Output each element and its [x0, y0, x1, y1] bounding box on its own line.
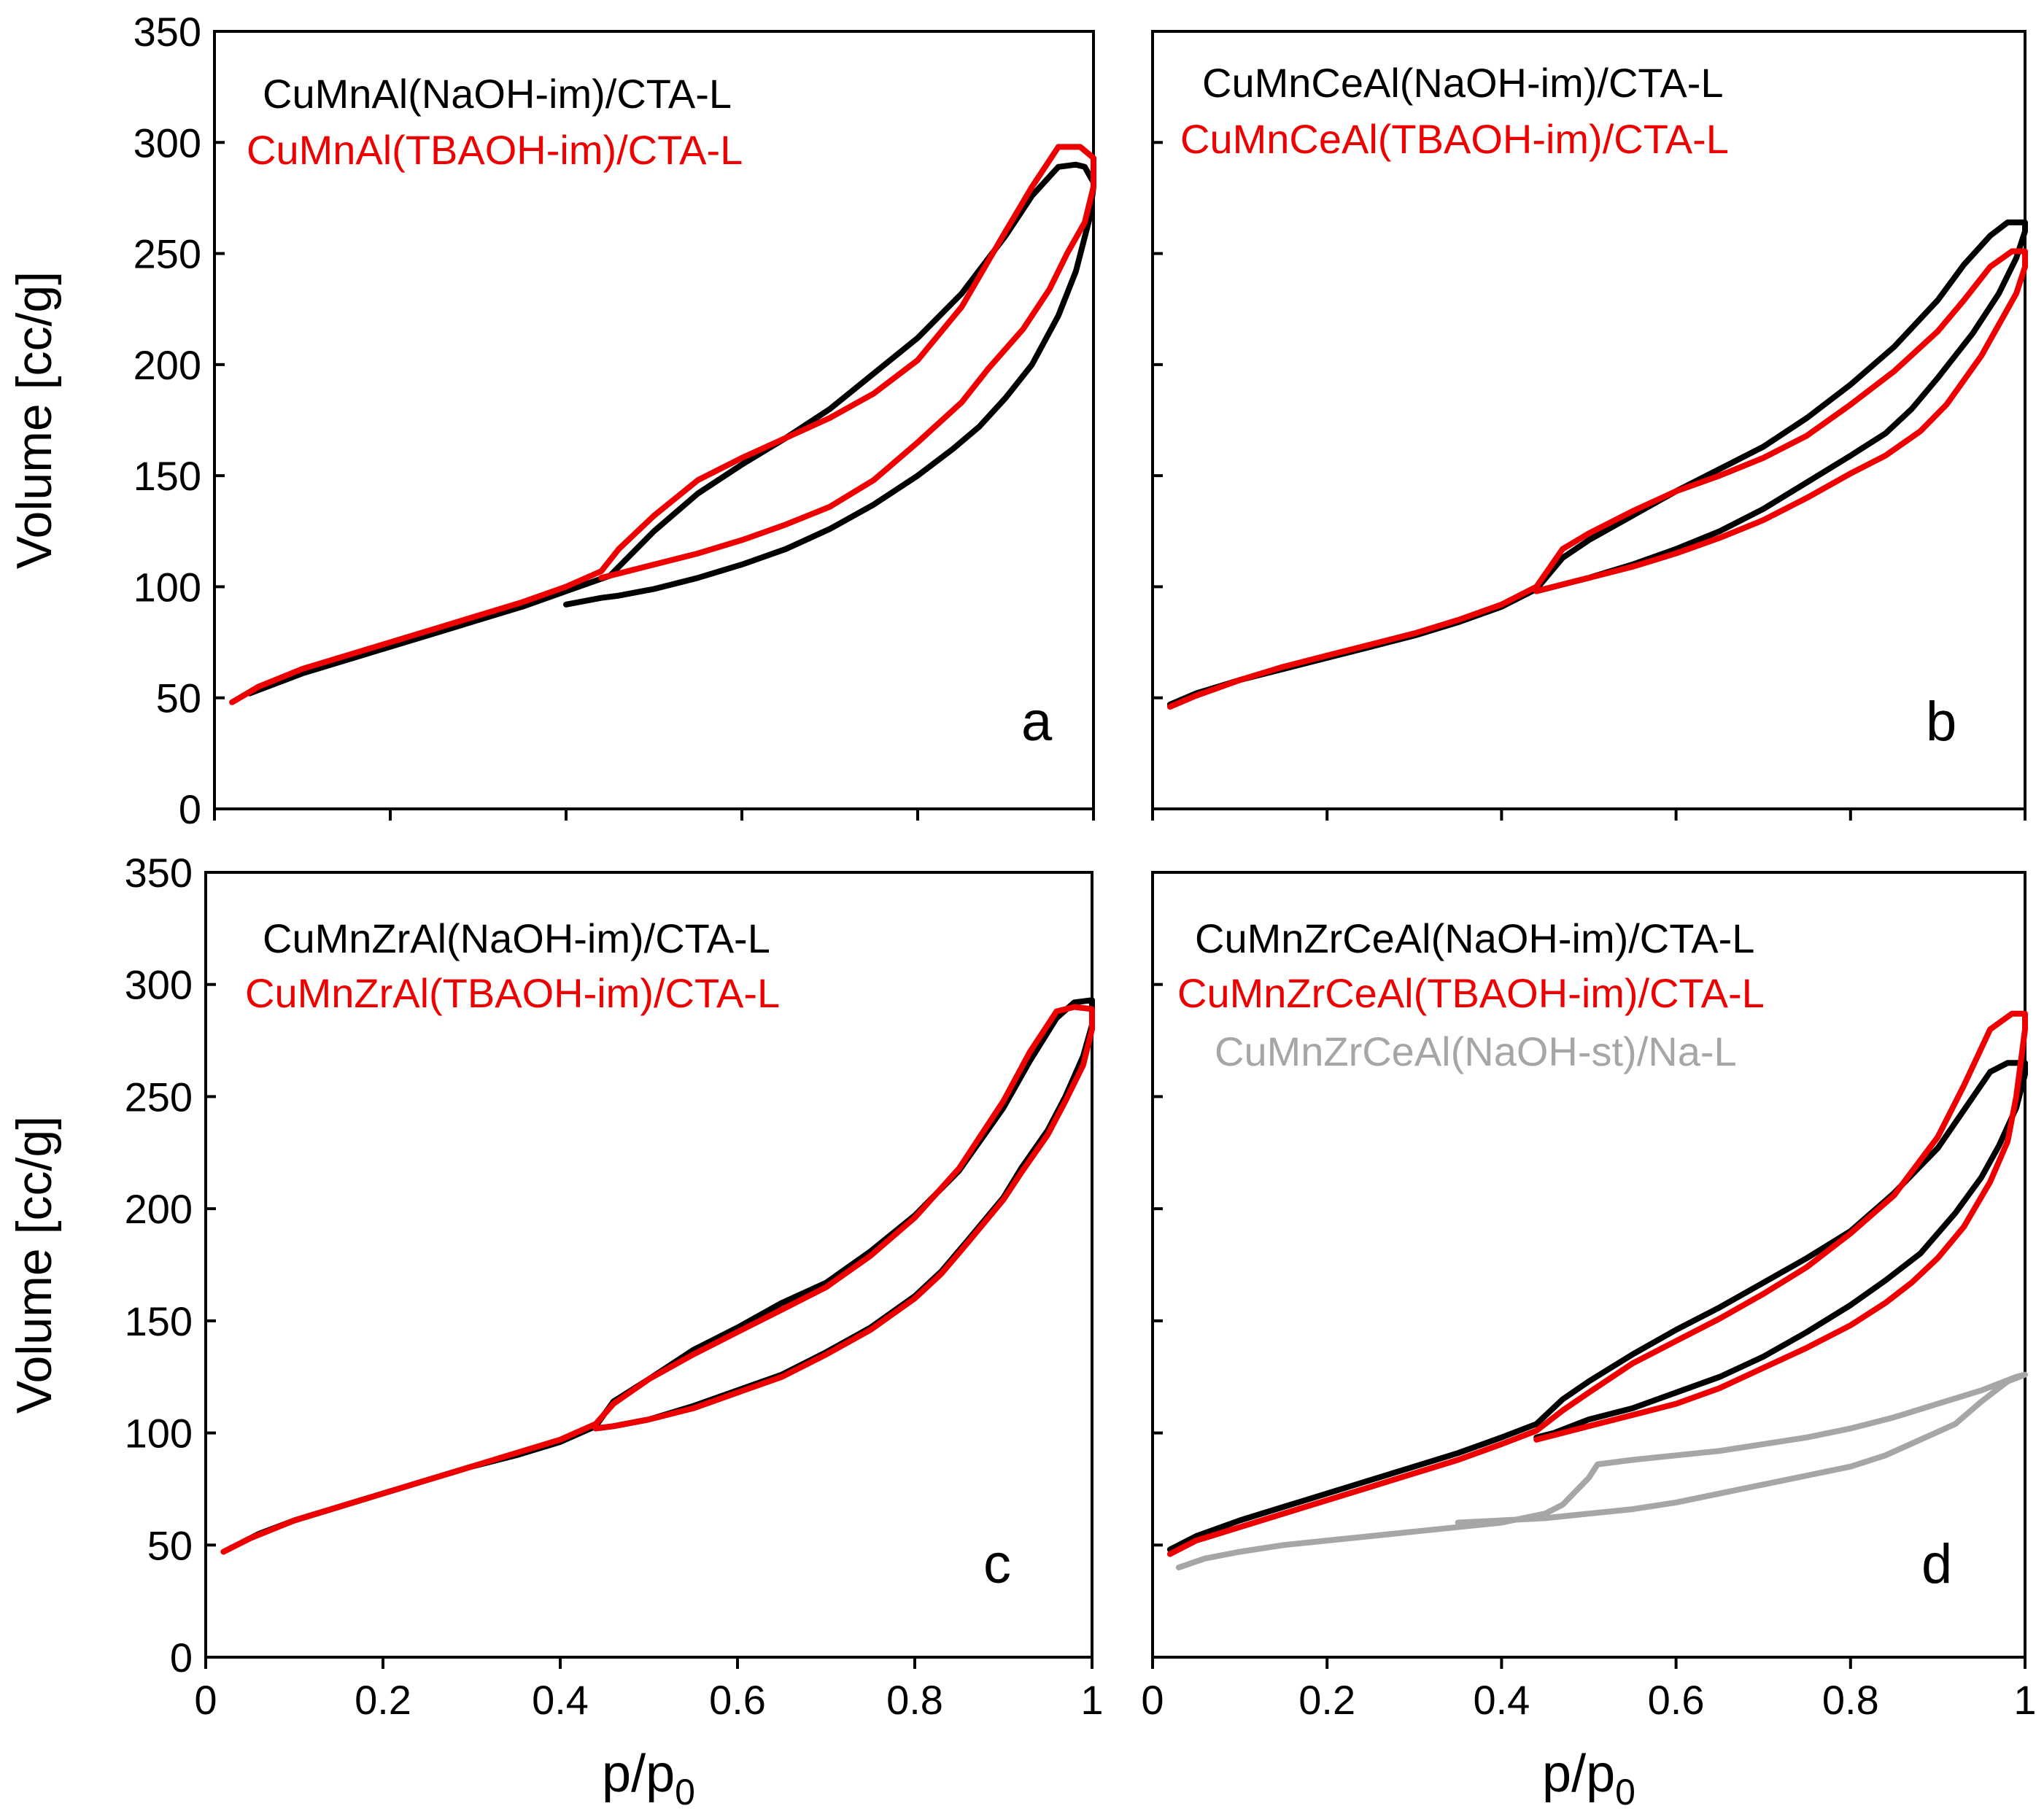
x-tick-label: 0.4 — [532, 1677, 589, 1723]
y-axis-label: Volume [cc/g] — [7, 1116, 62, 1414]
x-tick-labels — [1151, 809, 2026, 821]
legend-entry-naoh-im: CuMnZrAl(NaOH-im)/CTA-L — [263, 915, 770, 961]
legend-entry-naoh-st: CuMnZrCeAl(NaOH-st)/Na-L — [1215, 1028, 1737, 1074]
x-tick-labels: 0 0.2 0.4 0.6 0.8 1 — [194, 1657, 1104, 1723]
plot-frame — [213, 30, 1095, 810]
x-tick-labels — [213, 809, 1095, 821]
x-tick-label: 0 — [194, 1677, 217, 1723]
x-tick-label: 0.6 — [1648, 1677, 1705, 1723]
x-tick-label: 0.6 — [709, 1677, 766, 1723]
y-tick-label: 250 — [133, 231, 201, 277]
x-tick-label: 0.8 — [886, 1677, 943, 1723]
plot-frame — [1151, 30, 2026, 810]
series-lines — [1166, 1010, 2028, 1570]
x-tick-label: 0.2 — [355, 1677, 411, 1723]
y-tick-labels: 0 50 100 150 200 250 300 350 — [125, 850, 216, 1681]
plot-frame — [204, 871, 1093, 1659]
panel-label: a — [1021, 691, 1053, 753]
legend-entry-naoh-im: CuMnAl(NaOH-im)/CTA-L — [263, 71, 732, 117]
panel-c: 0 50 100 150 200 250 300 350 0 0.2 0.4 0.6 0.8 1 Vol… — [7, 850, 1104, 1813]
x-tick-label: 0 — [1141, 1677, 1164, 1723]
series-lines — [220, 997, 1095, 1555]
y-tick-label: 300 — [133, 120, 201, 166]
legend-entry-tbaoh-im: CuMnCeAl(TBAOH-im)/CTA-L — [1180, 116, 1729, 162]
panel-d: 0 0.2 0.4 0.6 0.8 1 p/p0 CuMnZrCeAl(NaOH-im)/… — [1141, 871, 2037, 1813]
series-line-cumnzral-tbaoh-im-cta-l — [220, 1004, 1095, 1555]
y-tick-label: 100 — [125, 1411, 193, 1457]
legend-entry-naoh-im: CuMnCeAl(NaOH-im)/CTA-L — [1202, 60, 1724, 106]
series-line-cumnceal-tbaoh-im-cta-l — [1166, 248, 2028, 710]
y-tick-label: 350 — [125, 850, 193, 896]
y-tick-label: 200 — [133, 342, 201, 388]
series-lines — [229, 144, 1096, 705]
y-tick-label: 100 — [133, 564, 201, 610]
legend-entry-tbaoh-im: CuMnZrAl(TBAOH-im)/CTA-L — [245, 970, 780, 1016]
y-tick-label: 0 — [179, 786, 201, 832]
y-tick-label: 50 — [147, 1522, 193, 1568]
y-tick-labels — [1153, 871, 1163, 1659]
plot-frame — [1151, 871, 2026, 1659]
series-line-cumnal-naoh-im-cta-l — [247, 161, 1096, 697]
y-tick-label: 200 — [125, 1186, 193, 1232]
x-tick-label: 1 — [1080, 1677, 1103, 1723]
panel-a: 0 50 100 150 200 250 300 350 Volume [cc/g] CuMn… — [7, 9, 1096, 832]
legend-entry-tbaoh-im: CuMnAl(TBAOH-im)/CTA-L — [247, 127, 743, 173]
y-tick-label: 300 — [125, 962, 193, 1008]
y-tick-labels: 0 50 100 150 200 250 300 350 — [133, 9, 225, 832]
series-line-cumnal-tbaoh-im-cta-l — [229, 144, 1096, 705]
y-tick-label: 150 — [133, 453, 201, 499]
series-line-cumnzrceal-naoh-st-na-l — [1175, 1371, 2028, 1570]
series-line-cumnzrceal-tbaoh-im-cta-l — [1166, 1010, 2028, 1557]
y-tick-label: 150 — [125, 1298, 193, 1344]
x-tick-labels: 0 0.2 0.4 0.6 0.8 1 — [1141, 1657, 2037, 1723]
legend-entry-naoh-im: CuMnZrCeAl(NaOH-im)/CTA-L — [1195, 915, 1754, 961]
y-tick-label: 350 — [133, 9, 201, 55]
x-tick-label: 0.8 — [1822, 1677, 1879, 1723]
series-lines — [1166, 219, 2028, 710]
x-tick-label: 0.2 — [1298, 1677, 1355, 1723]
panel-label: b — [1926, 691, 1956, 753]
x-tick-label: 0.4 — [1473, 1677, 1530, 1723]
y-axis-label: Volume [cc/g] — [7, 271, 62, 569]
legend-entry-tbaoh-im: CuMnZrCeAl(TBAOH-im)/CTA-L — [1177, 970, 1765, 1016]
y-tick-label: 250 — [125, 1074, 193, 1120]
series-line-cumnzrceal-naoh-im-cta-l — [1166, 1060, 2028, 1553]
panel-label: d — [1921, 1533, 1952, 1595]
y-tick-label: 50 — [156, 675, 201, 721]
y-tick-label: 0 — [170, 1635, 193, 1681]
panel-label: c — [983, 1533, 1011, 1595]
x-tick-label: 1 — [2013, 1677, 2036, 1723]
panel-b: CuMnCeAl(NaOH-im)/CTA-L CuMnCeAl(TBAOH-i… — [1151, 30, 2028, 821]
y-tick-labels — [1153, 30, 1163, 810]
